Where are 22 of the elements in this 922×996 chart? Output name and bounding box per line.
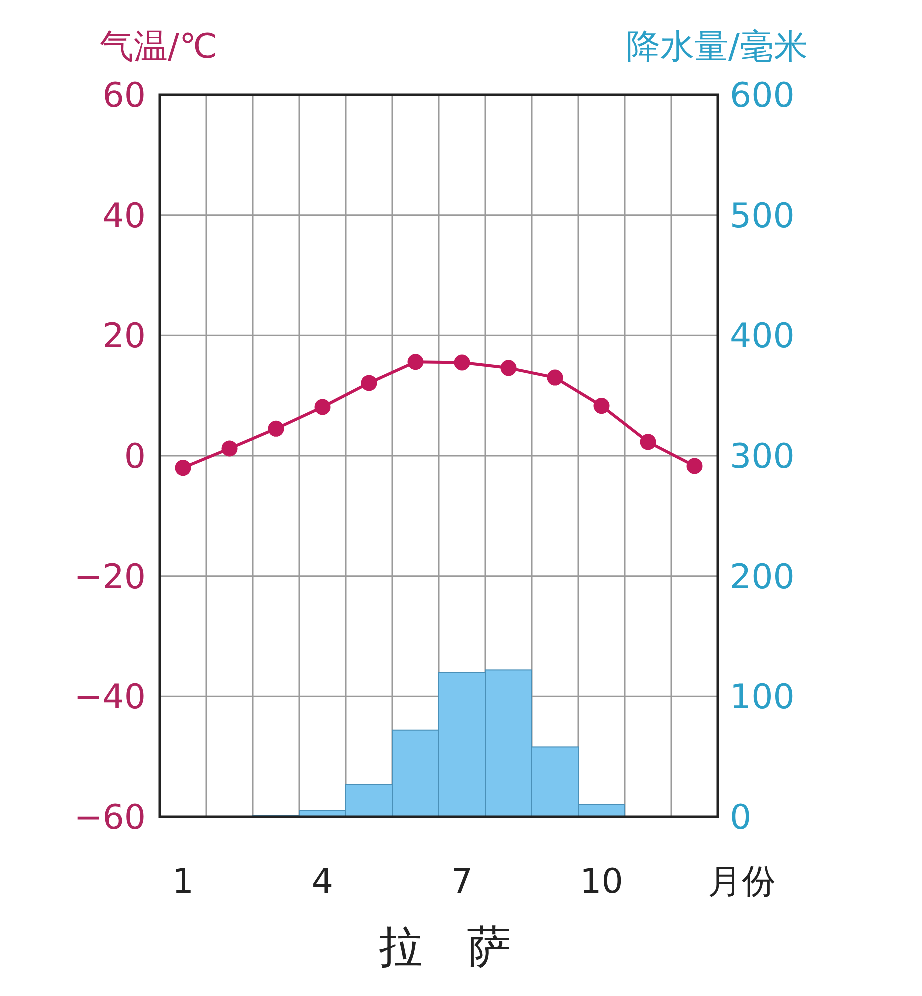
x-tick-label: 4: [312, 862, 334, 902]
y2-tick-label: 200: [730, 557, 795, 598]
y-tick-label: 40: [102, 196, 146, 236]
y2-tick-label: 600: [730, 76, 795, 116]
y-tick-label: −20: [74, 557, 146, 598]
x-tick-label: 1: [172, 862, 194, 902]
y2-tick-label: 500: [730, 196, 795, 236]
y2-axis-title: 降水量/毫米: [626, 27, 808, 67]
y-tick-label: 20: [102, 316, 146, 357]
y2-tick-label: 100: [730, 678, 795, 718]
y-tick-label: −40: [74, 678, 146, 718]
x-tick-label: 7: [451, 862, 474, 902]
y2-tick-label: 400: [730, 316, 795, 357]
y2-tick-label: 0: [730, 798, 752, 838]
text: 拉 萨: [379, 922, 511, 973]
y-tick-label: 0: [124, 437, 146, 477]
x-tick-label: 10: [580, 862, 624, 902]
y-axis-title: 气温/℃: [100, 27, 218, 67]
x-axis-title: 月份: [708, 862, 776, 902]
y-tick-label: 60: [102, 76, 146, 116]
y-tick-label: −60: [74, 798, 146, 838]
y2-tick-label: 300: [730, 437, 795, 477]
